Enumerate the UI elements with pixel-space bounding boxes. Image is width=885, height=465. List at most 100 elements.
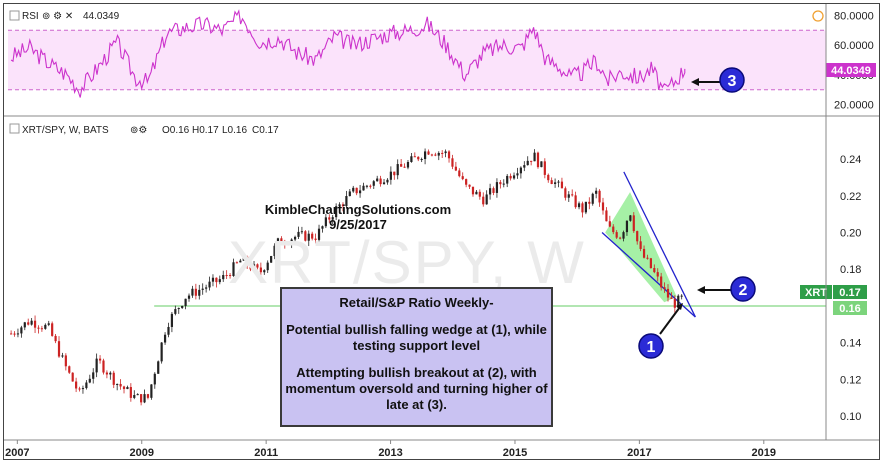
candle-body (423, 151, 427, 160)
candle-body (51, 323, 54, 336)
candle-body (331, 217, 334, 220)
candle-body (601, 202, 605, 211)
candle-body (475, 191, 478, 195)
candle-body (23, 322, 26, 328)
year-tick-label: 2009 (129, 447, 153, 459)
candle-body (420, 159, 423, 161)
candle-body (157, 361, 160, 374)
candle-body (20, 327, 23, 334)
rsi-collapse-icon[interactable] (9, 10, 20, 21)
price-tick-label: 0.20 (840, 227, 861, 239)
candle-body (615, 232, 618, 238)
note-line-2: Attempting bullish breakout at (2), with… (285, 365, 548, 412)
candle-body (300, 231, 304, 233)
candle-body (362, 185, 365, 191)
main-high: H0.17 (192, 125, 219, 136)
candle-body (499, 182, 502, 185)
marker-3-arrowhead (691, 78, 699, 86)
candle-body (280, 238, 283, 244)
candle-body (591, 193, 594, 204)
marker-1-arrow (659, 306, 681, 335)
candle-body (553, 182, 557, 185)
main-collapse-icon[interactable] (9, 123, 20, 134)
candle-body (465, 179, 468, 185)
main-open: O0.16 (162, 125, 190, 136)
candle-body (642, 248, 646, 258)
candle-body (598, 190, 601, 203)
candle-body (297, 231, 300, 237)
main-panel: 0.24 0.22 0.20 0.18 0.14 0.12 0.10 XRT/SPY, W,… (9, 123, 867, 423)
marker-2-group: 2 (697, 276, 756, 302)
candle-body (163, 334, 167, 343)
candle-body (146, 394, 150, 398)
price-axis: 0.24 0.22 0.20 0.18 0.14 0.12 0.10 (840, 154, 861, 423)
candle-body (482, 196, 485, 205)
candle-body (256, 264, 259, 268)
candle-body (242, 256, 245, 261)
candle-body (37, 327, 40, 329)
candle-body (410, 156, 413, 163)
candle-body (293, 236, 297, 240)
candle-body (133, 395, 136, 398)
marker-2-arrowhead (697, 286, 705, 294)
candle-body (283, 243, 286, 245)
candle-body (109, 372, 112, 375)
candle-body (225, 275, 228, 277)
main-eye-icon[interactable]: ⊚⚙ (130, 125, 147, 136)
candle-body (78, 388, 81, 390)
price-badge-text: 0.17 (839, 287, 860, 299)
rsi-tick-label: 60.0000 (834, 40, 874, 52)
year-tick-label: 2013 (378, 447, 402, 459)
candle-body (252, 264, 256, 270)
clock-icon[interactable] (812, 10, 824, 22)
candle-body (40, 328, 44, 330)
candle-body (451, 158, 454, 167)
candle-body (71, 372, 74, 382)
year-tick-label: 2011 (254, 447, 278, 459)
candle-body (577, 203, 581, 208)
candle-body (454, 166, 457, 171)
candle-body (167, 326, 170, 335)
rsi-eye-icon[interactable]: ⊚ ⚙ ✕ (42, 11, 73, 22)
marker-3 (719, 67, 745, 93)
candle-body (75, 381, 78, 389)
candle-body (595, 190, 598, 194)
candle-body (434, 154, 437, 156)
candle-body (567, 194, 570, 198)
candle-body (232, 262, 235, 276)
candle-body (581, 203, 584, 213)
candle-body (160, 342, 163, 362)
price-tick-label: 0.14 (840, 338, 861, 350)
candle-body (321, 226, 324, 229)
candle-body (406, 162, 410, 168)
candle-body (246, 256, 249, 266)
candle-body (543, 161, 546, 175)
candle-body (85, 382, 88, 389)
candle-body (417, 156, 420, 160)
candle-body (177, 307, 180, 310)
candle-body (215, 277, 218, 283)
candle-body (574, 195, 577, 208)
candle-body (512, 175, 516, 179)
marker-3-group: 3 (691, 67, 745, 93)
candle-body (663, 287, 666, 289)
candle-body (68, 366, 71, 373)
candle-body (632, 215, 635, 232)
candle-body (345, 196, 348, 207)
candle-body (324, 217, 327, 227)
rsi-price-badge (826, 63, 876, 77)
candle-body (400, 164, 403, 167)
candle-body (619, 237, 622, 239)
candle-body (249, 265, 252, 270)
candle-body (666, 288, 670, 298)
candle-body (266, 262, 269, 271)
candle-body (509, 175, 512, 179)
marker-1-group: 1 (638, 303, 683, 359)
candle-body (314, 238, 317, 240)
candle-body (550, 180, 553, 185)
candle-body (143, 394, 146, 403)
candle-body (584, 201, 587, 213)
candle-body (523, 165, 526, 168)
candle-body (605, 210, 608, 222)
candle-body (677, 295, 680, 308)
